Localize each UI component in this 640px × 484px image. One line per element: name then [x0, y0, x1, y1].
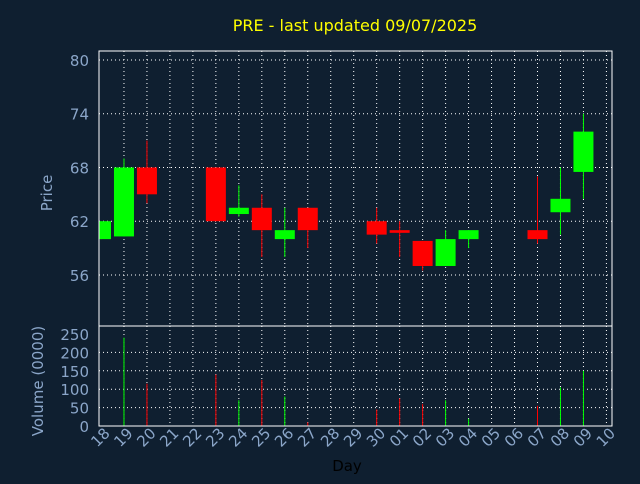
- price-grid: [99, 51, 612, 326]
- candle-body: [251, 207, 272, 231]
- volume-series: [123, 337, 584, 426]
- x-axis-ticks: 1819202122232425262728293001020304050607…: [87, 424, 619, 450]
- x-axis-label: Day: [332, 457, 362, 475]
- volume-grid: [99, 326, 612, 426]
- price-tick-label: 68: [70, 159, 89, 177]
- candle-body: [136, 167, 157, 195]
- volume-tick-label: 100: [60, 381, 89, 399]
- candle-body: [458, 230, 479, 240]
- volume-tick-label: 0: [79, 418, 89, 436]
- volume-tick-label: 50: [70, 400, 89, 418]
- volume-plot-frame: [98, 325, 613, 427]
- candle-series: [99, 113, 594, 271]
- price-axis-label: Price: [38, 175, 56, 212]
- price-tick-label: 80: [70, 52, 89, 70]
- price-tick-label: 56: [70, 267, 89, 285]
- candle-body: [435, 239, 456, 266]
- candle-body: [113, 167, 134, 237]
- price-axis-ticks: 56 62 68 74 80: [70, 52, 89, 285]
- candle-body: [274, 230, 295, 240]
- price-tick-label: 74: [70, 106, 89, 124]
- candle-body: [412, 240, 433, 266]
- candle-body: [389, 230, 410, 233]
- volume-axis-label: Volume (0000): [29, 326, 47, 436]
- volume-tick-label: 200: [60, 344, 89, 362]
- candle-body: [228, 207, 249, 215]
- candle-body: [205, 167, 226, 222]
- volume-tick-label: 150: [60, 363, 89, 381]
- candle-body: [366, 221, 387, 235]
- candle-body: [550, 198, 571, 213]
- candle-body: [99, 221, 111, 240]
- price-tick-label: 62: [70, 213, 89, 231]
- chart-title: PRE - last updated 09/07/2025: [233, 16, 478, 35]
- candle-body: [527, 230, 548, 240]
- candle-body: [297, 207, 318, 231]
- volume-tick-label: 250: [60, 326, 89, 344]
- candle-body: [573, 131, 594, 172]
